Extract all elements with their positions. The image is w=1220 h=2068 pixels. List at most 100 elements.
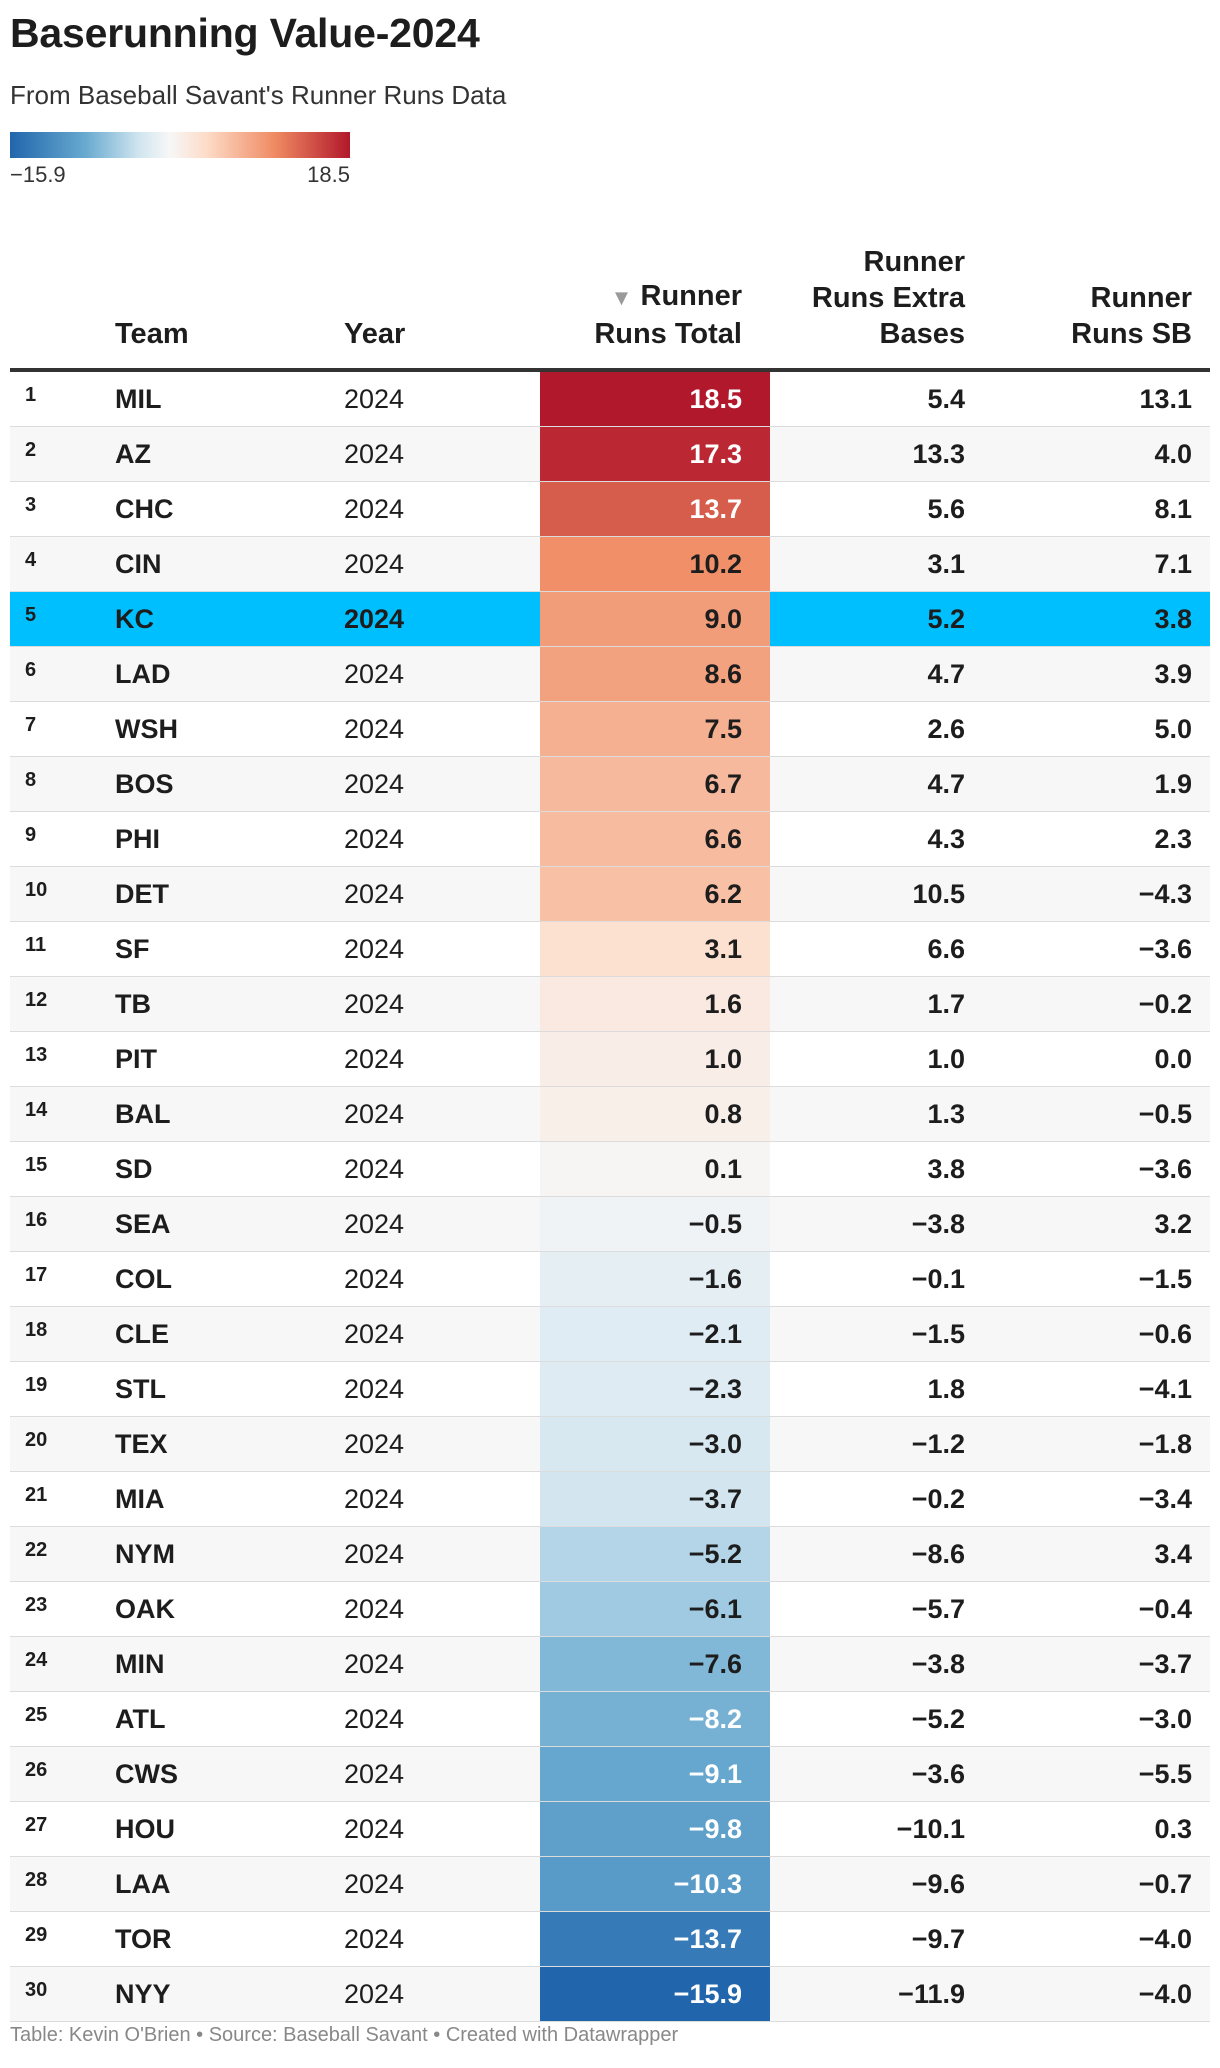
runner-runs-total-cell: 1.6	[540, 977, 770, 1031]
team-cell: LAA	[115, 1869, 171, 1899]
team-cell: PHI	[115, 824, 161, 854]
header-xb-line3: Bases	[879, 318, 965, 350]
runner-runs-extra-bases-cell: 10.5	[912, 879, 965, 909]
runner-runs-extra-bases-cell: 3.1	[927, 549, 965, 579]
chart-subtitle: From Baseball Savant's Runner Runs Data	[10, 80, 507, 110]
team-cell: BOS	[115, 769, 174, 799]
runner-runs-extra-bases-cell: 13.3	[912, 439, 965, 469]
rank-cell: 16	[25, 1209, 48, 1231]
rank-cell: 21	[25, 1484, 48, 1506]
rank-cell: 6	[25, 659, 37, 681]
runner-runs-extra-bases-cell: 5.6	[927, 494, 965, 524]
year-cell: 2024	[344, 1374, 405, 1404]
runner-runs-total-cell: −8.2	[540, 1692, 770, 1746]
rank-cell: 24	[25, 1649, 48, 1671]
runner-runs-extra-bases-cell: −5.2	[911, 1704, 965, 1734]
table-row: 4 CIN 2024 10.2 3.1 7.1	[10, 537, 1210, 592]
year-cell: 2024	[344, 384, 405, 414]
runner-runs-sb-cell: 2.3	[1154, 824, 1192, 854]
table-row: 5 KC 2024 9.0 5.2 3.8	[10, 592, 1210, 647]
runner-runs-total-cell: −15.9	[540, 1967, 770, 2021]
year-cell: 2024	[344, 1154, 405, 1184]
column-header-runner-runs-sb[interactable]: Runner Runs SB	[1010, 280, 1192, 352]
column-header-runner-runs-total[interactable]: ▼ Runner Runs Total	[540, 278, 742, 352]
year-cell: 2024	[344, 1429, 405, 1459]
year-cell: 2024	[344, 604, 405, 634]
runner-runs-total-cell: −6.1	[540, 1582, 770, 1636]
rank-cell: 11	[25, 934, 47, 956]
table-row: 13 PIT 2024 1.0 1.0 0.0	[10, 1032, 1210, 1087]
team-cell: CLE	[115, 1319, 169, 1349]
runner-runs-sb-cell: 4.0	[1154, 439, 1192, 469]
table-row: 30 NYY 2024 −15.9 −11.9 −4.0	[10, 1967, 1210, 2022]
rank-cell: 22	[25, 1539, 48, 1561]
team-cell: KC	[115, 604, 154, 634]
team-cell: PIT	[115, 1044, 158, 1074]
runner-runs-extra-bases-cell: 2.6	[927, 714, 965, 744]
runner-runs-extra-bases-cell: −10.1	[896, 1814, 965, 1844]
runner-runs-total-cell: 0.1	[540, 1142, 770, 1196]
table-row: 10 DET 2024 6.2 10.5 −4.3	[10, 867, 1210, 922]
year-cell: 2024	[344, 1924, 405, 1954]
runner-runs-sb-cell: −4.1	[1138, 1374, 1192, 1404]
table-row: 25 ATL 2024 −8.2 −5.2 −3.0	[10, 1692, 1210, 1747]
year-cell: 2024	[344, 714, 405, 744]
runner-runs-total-cell: −3.7	[540, 1472, 770, 1526]
runner-runs-sb-cell: −4.3	[1138, 879, 1192, 909]
table-row: 7 WSH 2024 7.5 2.6 5.0	[10, 702, 1210, 757]
table-row: 17 COL 2024 −1.6 −0.1 −1.5	[10, 1252, 1210, 1307]
table-row: 19 STL 2024 −2.3 1.8 −4.1	[10, 1362, 1210, 1417]
team-cell: DET	[115, 879, 169, 909]
runner-runs-total-cell: 1.0	[540, 1032, 770, 1086]
column-header-year[interactable]: Year	[344, 318, 406, 350]
runner-runs-total-cell: −9.1	[540, 1747, 770, 1801]
runner-runs-extra-bases-cell: 4.7	[927, 659, 965, 689]
year-cell: 2024	[344, 1979, 405, 2009]
runner-runs-total-cell: 8.6	[540, 647, 770, 701]
runner-runs-total-cell: −7.6	[540, 1637, 770, 1691]
table-row: 24 MIN 2024 −7.6 −3.8 −3.7	[10, 1637, 1210, 1692]
table-row: 6 LAD 2024 8.6 4.7 3.9	[10, 647, 1210, 702]
year-cell: 2024	[344, 1649, 405, 1679]
runner-runs-extra-bases-cell: −8.6	[911, 1539, 965, 1569]
runner-runs-sb-cell: −0.2	[1138, 989, 1192, 1019]
runner-runs-sb-cell: 1.9	[1154, 769, 1192, 799]
column-header-team[interactable]: Team	[115, 318, 189, 350]
runner-runs-sb-cell: −0.5	[1138, 1099, 1192, 1129]
legend-min-label: −15.9	[10, 162, 66, 187]
sort-descending-icon: ▼	[610, 285, 633, 310]
column-header-runner-runs-extra-bases[interactable]: Runner Runs Extra Bases	[800, 244, 965, 352]
year-cell: 2024	[344, 1704, 405, 1734]
runner-runs-sb-cell: −4.0	[1138, 1979, 1192, 2009]
team-cell: TOR	[115, 1924, 172, 1954]
runner-runs-total-cell: −1.6	[540, 1252, 770, 1306]
runner-runs-extra-bases-cell: −1.2	[911, 1429, 965, 1459]
year-cell: 2024	[344, 879, 405, 909]
runner-runs-extra-bases-cell: −3.6	[911, 1759, 965, 1789]
table-row: 9 PHI 2024 6.6 4.3 2.3	[10, 812, 1210, 867]
legend-max-label: 18.5	[307, 162, 350, 187]
runner-runs-extra-bases-cell: 1.0	[927, 1044, 965, 1074]
team-cell: CHC	[115, 494, 174, 524]
year-cell: 2024	[344, 1044, 405, 1074]
rank-cell: 14	[25, 1099, 48, 1121]
team-cell: TEX	[115, 1429, 168, 1459]
team-cell: CIN	[115, 549, 162, 579]
rank-cell: 20	[25, 1429, 48, 1451]
year-cell: 2024	[344, 1539, 405, 1569]
runner-runs-sb-cell: −3.6	[1138, 1154, 1192, 1184]
team-cell: WSH	[115, 714, 178, 744]
year-cell: 2024	[344, 769, 405, 799]
runner-runs-extra-bases-cell: 4.3	[927, 824, 965, 854]
team-cell: HOU	[115, 1814, 175, 1844]
team-cell: ATL	[115, 1704, 166, 1734]
year-cell: 2024	[344, 549, 405, 579]
color-legend: −15.9 18.5	[10, 132, 350, 187]
rank-cell: 30	[25, 1979, 48, 2001]
rank-cell: 5	[25, 604, 37, 626]
team-cell: MIA	[115, 1484, 165, 1514]
year-cell: 2024	[344, 1594, 405, 1624]
header-total-line2: Runs Total	[594, 318, 742, 350]
runner-runs-sb-cell: 8.1	[1154, 494, 1192, 524]
team-cell: SF	[115, 934, 150, 964]
